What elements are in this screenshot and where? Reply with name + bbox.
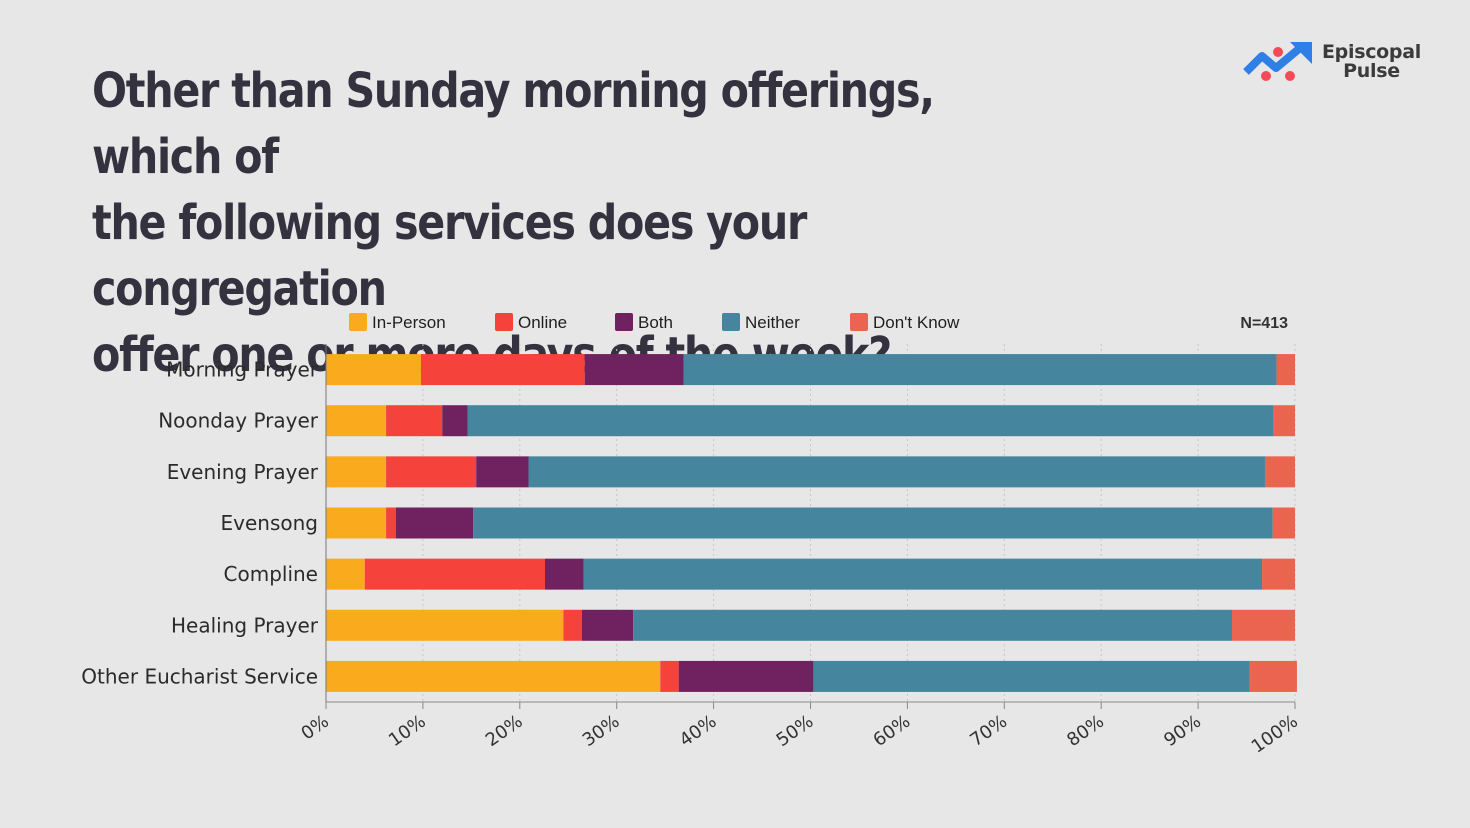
bar-segment xyxy=(326,507,387,539)
bars xyxy=(326,354,1297,692)
title-line-1: Other than Sunday morning offerings, whi… xyxy=(92,63,935,185)
bar-segment xyxy=(813,660,1250,692)
x-tick-label: 50% xyxy=(773,711,818,751)
x-tick-label: 0% xyxy=(297,711,332,745)
bar-segment xyxy=(326,405,387,437)
x-tick-label: 90% xyxy=(1160,711,1205,751)
bar-segment xyxy=(1264,456,1295,488)
legend-swatch xyxy=(615,313,633,331)
legend-swatch xyxy=(349,313,367,331)
category-label: Healing Prayer xyxy=(171,613,319,637)
bar-segment xyxy=(476,456,529,488)
bar-segment xyxy=(1232,609,1295,641)
bar-segment xyxy=(581,609,634,641)
bar-segment xyxy=(1262,558,1295,590)
category-label: Morning Prayer xyxy=(166,358,319,382)
bar-segment xyxy=(544,558,584,590)
bar-segment xyxy=(364,558,545,590)
bar-segment xyxy=(583,558,1263,590)
category-labels: Morning Prayer Noonday Prayer Evening Pray… xyxy=(81,358,318,689)
axes xyxy=(325,344,1295,703)
bar-segment xyxy=(326,558,365,590)
x-tick-label: 70% xyxy=(966,711,1011,751)
bar-segment xyxy=(660,660,679,692)
bar-segment xyxy=(326,660,661,692)
bar-segment xyxy=(1273,405,1295,437)
bar-segment xyxy=(633,609,1233,641)
bar-segment xyxy=(395,507,474,539)
category-label: Evening Prayer xyxy=(167,460,319,484)
trend-arrow-logo-icon xyxy=(1243,42,1312,81)
legend-label: Online xyxy=(518,313,567,332)
x-tick-label: 60% xyxy=(869,711,914,751)
x-tick-label: 80% xyxy=(1063,711,1108,751)
bar-segment xyxy=(1276,354,1295,386)
x-tick-label: 100% xyxy=(1248,711,1302,758)
bar-segment xyxy=(467,405,1274,437)
bar-segment xyxy=(386,456,477,488)
bar-segment xyxy=(528,456,1265,488)
bar-segment xyxy=(420,354,585,386)
bar-segment xyxy=(326,354,421,386)
tick-labels: 0% 10% 20% 30% 40% 50% 60% 70% 80% 90% 100% xyxy=(297,711,1301,758)
legend: In-Person Online Both Neither Don't Know xyxy=(349,313,960,332)
bar-segment xyxy=(1272,507,1295,539)
bar-segment xyxy=(326,456,387,488)
legend-swatch xyxy=(850,313,868,331)
legend-label: In-Person xyxy=(372,313,446,332)
episcopal-pulse-logo: Episcopal Pulse xyxy=(1242,40,1442,84)
bar-segment xyxy=(584,354,684,386)
category-label: Compline xyxy=(224,562,318,586)
bar-segment xyxy=(683,354,1277,386)
legend-swatch xyxy=(722,313,740,331)
x-tick-label: 20% xyxy=(482,711,527,751)
legend-label: Don't Know xyxy=(873,313,960,332)
bar-segment xyxy=(326,609,564,641)
legend-label: Neither xyxy=(745,313,800,332)
x-tick-label: 10% xyxy=(385,711,430,751)
bar-segment xyxy=(678,660,814,692)
category-label: Evensong xyxy=(221,511,318,535)
sample-size-label: N=413 xyxy=(1240,315,1288,332)
title-line-2: the following services does your congreg… xyxy=(92,195,807,317)
legend-swatch xyxy=(495,313,513,331)
bar-segment xyxy=(386,405,443,437)
logo-line-1: Episcopal xyxy=(1322,41,1421,63)
grid-lines xyxy=(325,344,1296,709)
bar-segment xyxy=(1249,660,1297,692)
category-label: Other Eucharist Service xyxy=(81,664,318,688)
bar-segment xyxy=(563,609,582,641)
legend-label: Both xyxy=(638,313,673,332)
bar-segment xyxy=(442,405,468,437)
bar-segment xyxy=(386,507,396,539)
logo-wordmark: Episcopal Pulse xyxy=(1322,43,1421,81)
x-tick-label: 30% xyxy=(579,711,624,751)
x-tick-label: 40% xyxy=(676,711,721,751)
category-label: Noonday Prayer xyxy=(158,409,319,433)
logo-line-2: Pulse xyxy=(1343,60,1400,82)
bar-segment xyxy=(473,507,1273,539)
